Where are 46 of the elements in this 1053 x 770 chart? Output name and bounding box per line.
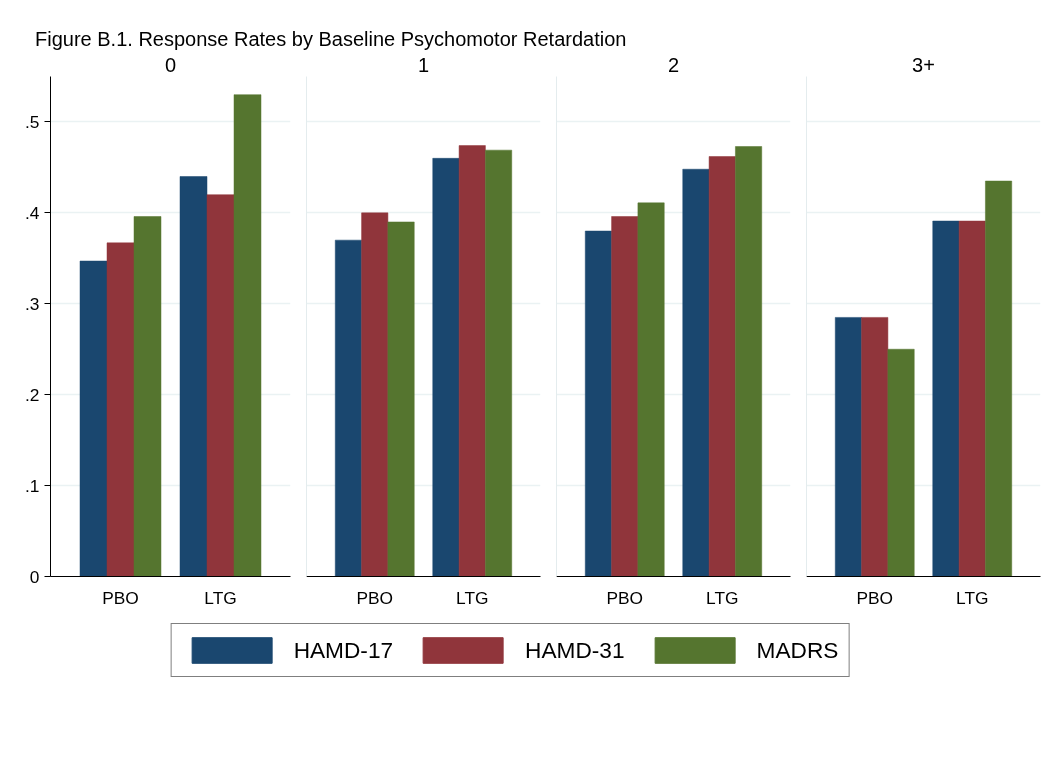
bar: [985, 180, 1012, 577]
x-tick-label: LTG: [456, 587, 489, 608]
bar: [179, 176, 208, 577]
y-tick-label: .5: [25, 111, 40, 132]
bar: [106, 242, 135, 577]
chart-subtitle: 3+: [912, 53, 935, 76]
bar: [932, 220, 960, 577]
bar: [682, 168, 710, 577]
bar: [458, 145, 486, 577]
chart-subtitle: 2: [667, 53, 680, 76]
chart-subtitle: 0: [164, 53, 177, 76]
bar: [79, 260, 108, 577]
y-tick-label: .3: [25, 293, 40, 314]
bar: [637, 202, 665, 577]
bar: [958, 220, 986, 577]
y-tick-label: 0: [29, 566, 40, 587]
x-tick-label: PBO: [356, 587, 394, 608]
x-tick-label: LTG: [706, 587, 739, 608]
bar: [335, 239, 362, 577]
bar: [206, 194, 235, 577]
y-tick-label: .2: [25, 384, 40, 405]
bar: [708, 156, 736, 577]
text: Figure B.1. Response Rates by Baseline Psychomotor Retardation: [35, 27, 627, 52]
bar: [432, 158, 460, 577]
bar: [485, 149, 512, 577]
bar: [887, 348, 915, 577]
chart-subtitle: 1: [417, 53, 430, 76]
legend-label: MADRS: [756, 636, 839, 664]
x-tick-label: PBO: [102, 587, 139, 608]
legend-label: HAMD-17: [293, 636, 394, 664]
bar: [361, 212, 389, 577]
x-tick-label: PBO: [856, 587, 894, 608]
legend-label: HAMD-31: [525, 636, 625, 664]
bar: [861, 317, 889, 577]
bar: [735, 146, 762, 577]
bar: [585, 230, 612, 577]
y-tick-label: .1: [25, 475, 40, 496]
y-tick-label: .4: [25, 202, 40, 223]
x-tick-label: LTG: [956, 587, 989, 608]
bar: [233, 94, 262, 577]
bar: [835, 317, 862, 577]
bar: [387, 221, 415, 577]
bar: [133, 216, 162, 577]
x-tick-label: LTG: [204, 587, 237, 608]
bar: [611, 216, 639, 577]
x-tick-label: PBO: [606, 587, 644, 608]
